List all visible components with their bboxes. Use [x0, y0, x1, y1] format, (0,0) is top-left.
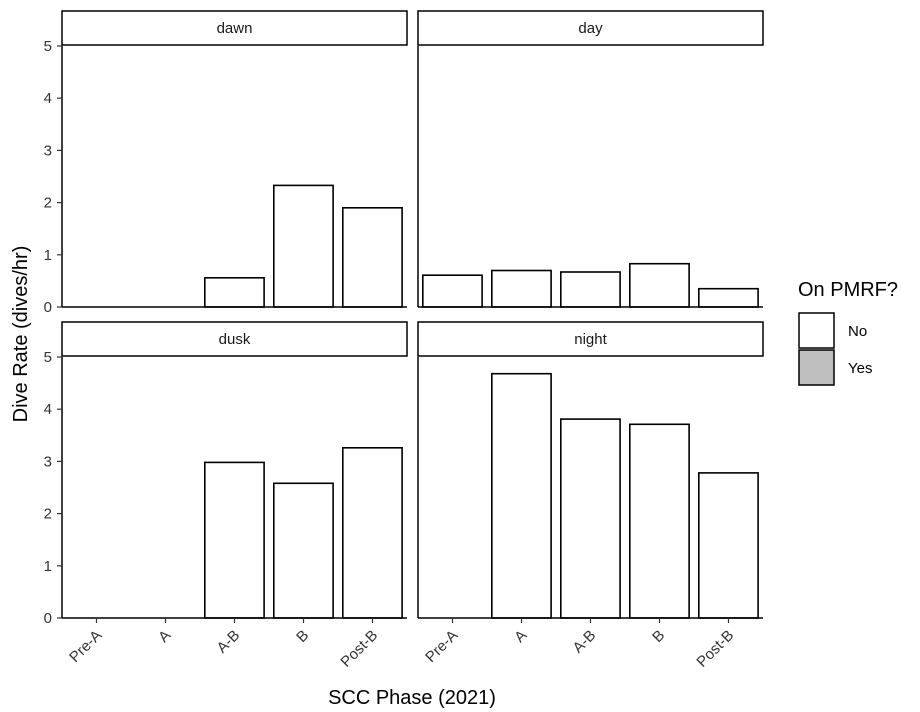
bar-day-Pre-A [421, 274, 483, 308]
y-tick-label: 5 [44, 349, 52, 366]
strip-day [417, 10, 764, 46]
legend-label-no: No [848, 323, 867, 340]
panel-dawn: dawn 0 1 2 3 4 5 [44, 10, 408, 316]
y-tick-label: 4 [44, 90, 52, 107]
legend-label-yes: Yes [848, 360, 872, 377]
strip-label-day: day [578, 20, 603, 37]
strip-night [417, 321, 764, 357]
x-tick-label: Post-B [337, 627, 381, 671]
y-tick-label: 2 [44, 195, 52, 212]
y-axis-title: Dive Rate (dives/hr) [10, 246, 32, 423]
x-tick-label: Post-B [693, 627, 737, 671]
x-tick-label: Pre-A [66, 627, 105, 666]
x-tick-label: B [649, 627, 668, 646]
x-tick-label: A-B [214, 627, 244, 657]
bar-night-A-B [559, 418, 621, 619]
bar-dusk-A-B [204, 461, 265, 619]
bar-day-Post-B [697, 287, 759, 308]
strip-dusk [61, 321, 408, 357]
y-tick-label: 2 [44, 506, 52, 523]
panel-dusk: dusk 0 1 2 3 4 5 Pre-A A A-B B Post-B [44, 321, 408, 671]
panel-night: night Pre-A A A-B B Post-B [417, 321, 764, 671]
y-tick-label: 1 [44, 558, 52, 575]
x-tick-label: B [293, 627, 312, 646]
bar-dusk-B [272, 482, 334, 619]
x-tick-label: A [155, 627, 174, 646]
x-tick-label: A [511, 627, 530, 646]
y-tick-label: 1 [44, 247, 52, 264]
x-tick-label: A-B [570, 627, 600, 657]
strip-label-night: night [574, 331, 607, 348]
legend: On PMRF? No Yes [798, 279, 898, 386]
y-tick-label: 0 [44, 299, 52, 316]
bar-day-A [490, 269, 552, 308]
y-tick-label: 3 [44, 453, 52, 470]
legend-key-no [798, 312, 835, 349]
y-tick-label: 3 [44, 142, 52, 159]
bar-night-A [490, 372, 552, 619]
legend-title: On PMRF? [798, 279, 898, 301]
y-tick-label: 5 [44, 38, 52, 55]
bar-dawn-A-B [204, 276, 265, 308]
bar-dusk-Post-B [341, 446, 403, 619]
bar-dawn-B [272, 184, 334, 308]
strip-label-dawn: dawn [217, 20, 253, 37]
y-tick-label: 0 [44, 610, 52, 627]
x-tick-label: Pre-A [422, 627, 461, 666]
panel-day: day [417, 10, 764, 308]
y-tick-label: 4 [44, 401, 52, 418]
legend-key-yes [798, 349, 835, 386]
bar-day-B [628, 262, 690, 308]
strip-label-dusk: dusk [219, 331, 251, 348]
bar-dawn-Post-B [341, 207, 403, 308]
strip-dawn [61, 10, 408, 46]
bar-night-Post-B [697, 472, 759, 619]
bar-day-A-B [559, 271, 621, 308]
bar-night-B [628, 423, 690, 619]
x-axis-title: SCC Phase (2021) [328, 687, 496, 709]
